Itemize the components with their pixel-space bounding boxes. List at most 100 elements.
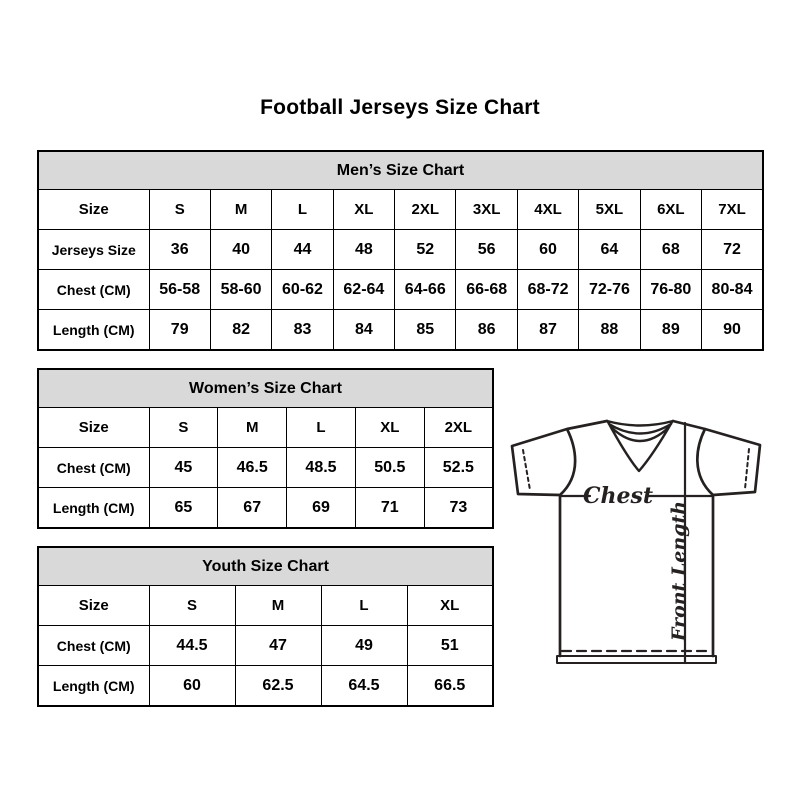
womens-size-table: Women’s Size Chart Size S M L XL 2XL Chest (CM)…: [37, 368, 494, 529]
row-label: Length (CM): [37, 665, 150, 707]
size-value-cell: 60: [148, 665, 236, 707]
size-value-cell: 68-72: [516, 269, 580, 310]
size-value-cell: 47: [234, 625, 322, 666]
size-value-cell: 66.5: [406, 665, 494, 707]
size-value-cell: 62.5: [234, 665, 322, 707]
table-row: Length (CM) 79 82 83 84 85 86 87 88 89 90: [37, 309, 764, 351]
size-column-header: XL: [354, 407, 425, 448]
size-value-cell: 64-66: [394, 269, 457, 310]
table-row: Chest (CM) 44.5 47 49 51: [37, 625, 494, 666]
size-column-header: 6XL: [639, 189, 703, 230]
size-value-cell: 51: [406, 625, 494, 666]
size-value-cell: 44.5: [148, 625, 236, 666]
size-column-header: M: [209, 189, 273, 230]
size-value-cell: 46.5: [217, 447, 288, 488]
size-value-cell: 48: [332, 229, 396, 270]
row-label: Chest (CM): [37, 269, 150, 310]
v-neck-collar: [605, 419, 675, 473]
size-column-header: S: [148, 407, 219, 448]
size-value-cell: 69: [286, 487, 356, 529]
size-value-cell: 65: [148, 487, 219, 529]
mens-section-header: Men’s Size Chart: [37, 150, 764, 190]
size-column-header: 2XL: [394, 189, 457, 230]
youth-size-table: Youth Size Chart Size S M L XL Chest (CM) 44.5 4…: [37, 546, 494, 707]
size-column-header: 7XL: [701, 189, 764, 230]
size-value-cell: 60: [516, 229, 580, 270]
size-value-cell: 85: [394, 309, 457, 351]
mens-table-grid: Men’s Size Chart Size S M L XL 2XL 3XL 4XL 5XL 6XL…: [37, 150, 764, 351]
size-column-header: L: [271, 189, 334, 230]
size-value-cell: 88: [578, 309, 641, 351]
size-value-cell: 64: [578, 229, 641, 270]
size-value-cell: 68: [639, 229, 703, 270]
size-row-label-header: Size: [37, 585, 150, 626]
size-value-cell: 49: [320, 625, 408, 666]
size-column-header: M: [217, 407, 288, 448]
size-column-header: 5XL: [578, 189, 641, 230]
size-row-label-header: Size: [37, 407, 150, 448]
size-value-cell: 80-84: [701, 269, 764, 310]
jersey-measurement-diagram: Chest Front Length: [510, 419, 762, 665]
front-length-label: Front Length: [668, 501, 690, 642]
table-row: Chest (CM) 56-58 58-60 60-62 62-64 64-66 66-68…: [37, 269, 764, 310]
size-column-header: 2XL: [423, 407, 494, 448]
table-row: Length (CM) 60 62.5 64.5 66.5: [37, 665, 494, 707]
size-column-header: 3XL: [455, 189, 518, 230]
table-row: Length (CM) 65 67 69 71 73: [37, 487, 494, 529]
size-value-cell: 40: [209, 229, 273, 270]
size-value-cell: 56-58: [148, 269, 211, 310]
size-row-label-header: Size: [37, 189, 150, 230]
size-value-cell: 52.5: [423, 447, 494, 488]
size-column-header: 4XL: [516, 189, 580, 230]
row-label: Chest (CM): [37, 447, 150, 488]
size-value-cell: 48.5: [286, 447, 356, 488]
right-cuff-stitch-line: [744, 448, 750, 490]
size-column-header: S: [148, 189, 211, 230]
size-value-cell: 60-62: [271, 269, 334, 310]
row-label: Jerseys Size: [37, 229, 150, 270]
size-column-header: S: [148, 585, 236, 626]
size-value-cell: 90: [701, 309, 764, 351]
size-column-header: M: [234, 585, 322, 626]
size-value-cell: 36: [148, 229, 211, 270]
size-value-cell: 66-68: [455, 269, 518, 310]
mens-size-table: Men’s Size Chart Size S M L XL 2XL 3XL 4XL 5XL 6XL…: [37, 150, 764, 351]
size-value-cell: 45: [148, 447, 219, 488]
size-value-cell: 71: [354, 487, 425, 529]
jersey-outline: [510, 419, 762, 658]
size-value-cell: 67: [217, 487, 288, 529]
size-value-cell: 73: [423, 487, 494, 529]
size-value-cell: 89: [639, 309, 703, 351]
size-column-header: XL: [332, 189, 396, 230]
size-value-cell: 52: [394, 229, 457, 270]
table-row: Jerseys Size 36 40 44 48 52 56 60 64 68 72: [37, 229, 764, 270]
size-column-header: L: [320, 585, 408, 626]
size-value-cell: 86: [455, 309, 518, 351]
hem-band: [556, 655, 717, 664]
row-label: Length (CM): [37, 487, 150, 529]
row-label: Length (CM): [37, 309, 150, 351]
size-value-cell: 62-64: [332, 269, 396, 310]
size-value-cell: 72-76: [578, 269, 641, 310]
size-value-cell: 56: [455, 229, 518, 270]
size-value-cell: 72: [701, 229, 764, 270]
size-value-cell: 50.5: [354, 447, 425, 488]
page-title: Football Jerseys Size Chart: [260, 96, 540, 119]
table-row: Chest (CM) 45 46.5 48.5 50.5 52.5: [37, 447, 494, 488]
womens-table-grid: Women’s Size Chart Size S M L XL 2XL Chest (CM)…: [37, 368, 494, 529]
size-value-cell: 64.5: [320, 665, 408, 707]
youth-table-grid: Youth Size Chart Size S M L XL Chest (CM) 44.5 4…: [37, 546, 494, 707]
size-value-cell: 87: [516, 309, 580, 351]
size-value-cell: 83: [271, 309, 334, 351]
youth-section-header: Youth Size Chart: [37, 546, 494, 586]
left-cuff-stitch-line: [522, 449, 531, 491]
size-value-cell: 58-60: [209, 269, 273, 310]
size-value-cell: 76-80: [639, 269, 703, 310]
size-value-cell: 82: [209, 309, 273, 351]
size-column-header: L: [286, 407, 356, 448]
size-value-cell: 44: [271, 229, 334, 270]
size-column-header: XL: [406, 585, 494, 626]
size-value-cell: 84: [332, 309, 396, 351]
chest-label: Chest: [583, 483, 653, 509]
